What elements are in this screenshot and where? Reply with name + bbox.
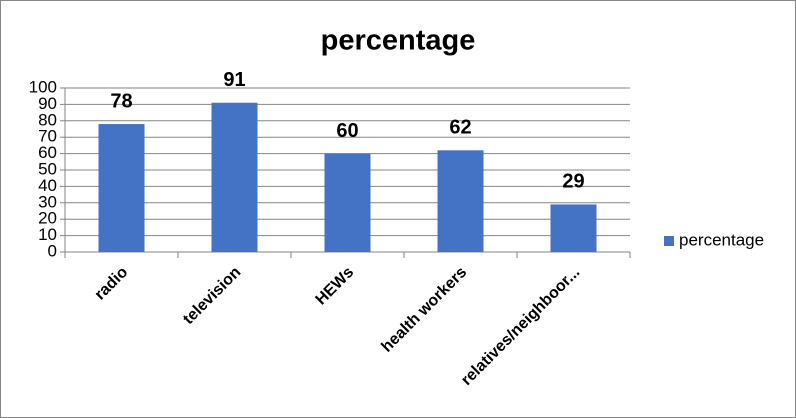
bar bbox=[324, 153, 371, 252]
data-label: 60 bbox=[336, 120, 358, 142]
bar bbox=[211, 102, 258, 252]
data-label: 62 bbox=[449, 117, 471, 139]
y-tick-label: 100 bbox=[29, 77, 57, 96]
y-tick-label: 60 bbox=[38, 143, 57, 162]
bar bbox=[98, 124, 145, 252]
y-tick-label: 10 bbox=[38, 225, 57, 244]
bar bbox=[550, 204, 597, 252]
data-label: 29 bbox=[562, 171, 584, 193]
data-label: 91 bbox=[223, 69, 245, 91]
bar bbox=[437, 150, 484, 252]
legend-swatch bbox=[664, 236, 674, 246]
data-label: 78 bbox=[110, 90, 132, 112]
chart-title: percentage bbox=[321, 25, 476, 57]
legend-label: percentage bbox=[679, 230, 764, 249]
y-tick-label: 30 bbox=[38, 192, 57, 211]
y-tick-label: 70 bbox=[38, 127, 57, 146]
y-tick-label: 40 bbox=[38, 176, 57, 195]
y-tick-label: 20 bbox=[38, 209, 57, 228]
y-tick-label: 50 bbox=[38, 159, 57, 178]
y-tick-label: 0 bbox=[48, 241, 57, 260]
y-tick-label: 90 bbox=[38, 94, 57, 113]
y-tick-label: 80 bbox=[38, 110, 57, 129]
